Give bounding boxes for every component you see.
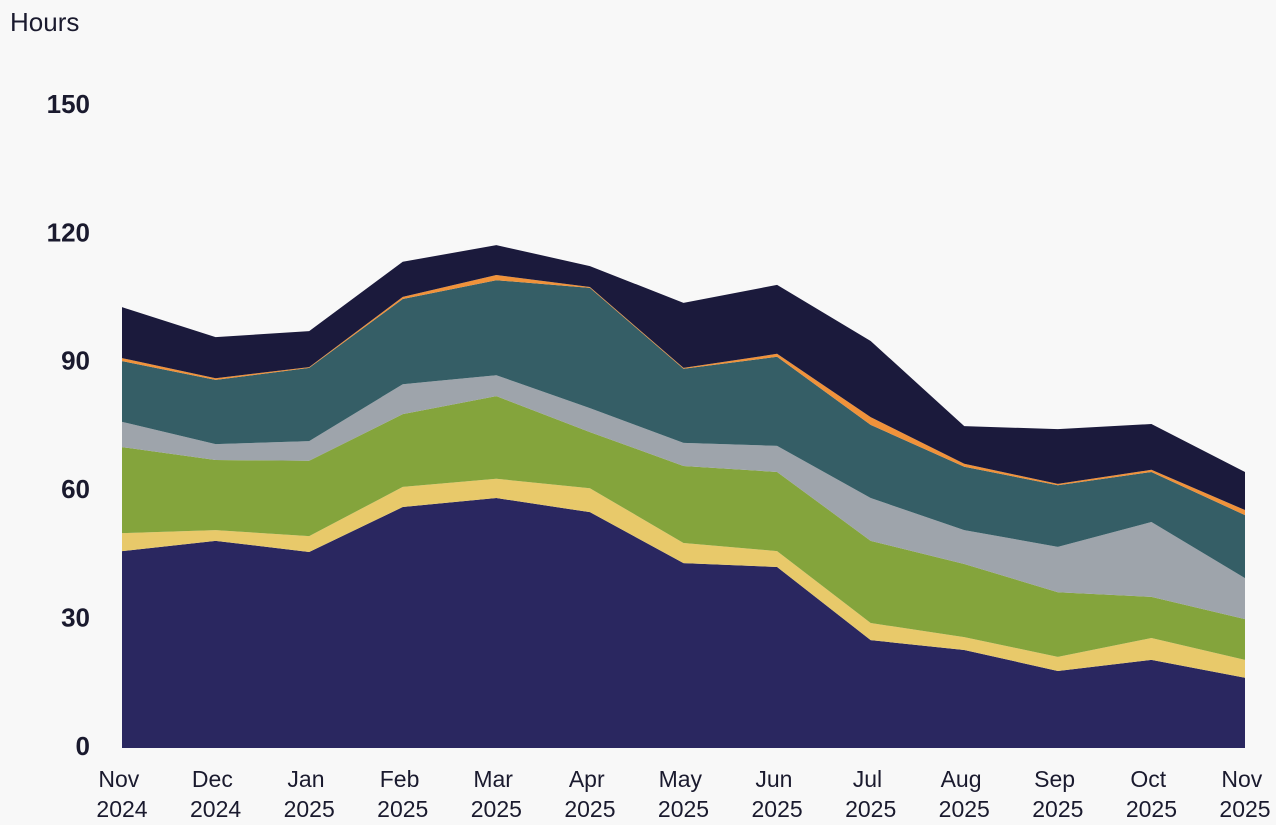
area [122,478,1245,678]
y-tick-label: 150 [47,89,90,119]
x-tick-label: Oct 2025 [1126,766,1177,822]
area [122,245,1245,511]
x-tick-label: May 2025 [658,766,709,822]
area [122,280,1245,579]
y-axis-label: Hours [10,7,79,37]
y-tick-label: 60 [61,474,90,504]
x-tick-label: Nov 2024 [96,766,147,822]
x-tick-label: Aug 2025 [939,766,990,822]
x-tick-label: Feb 2025 [377,766,428,822]
x-tick-label: Sep 2025 [1032,766,1083,822]
y-tick-label: 120 [47,217,90,247]
area [122,396,1245,660]
x-tick-label: Nov 2025 [1219,766,1270,822]
x-tick-label: Jul 2025 [845,766,896,822]
area [122,375,1245,620]
x-tick-label: Apr 2025 [564,766,615,822]
y-tick-label: 90 [61,346,90,376]
y-tick-label: 0 [76,731,90,761]
x-tick-label: Mar 2025 [471,766,522,822]
x-tick-label: Jun 2025 [751,766,802,822]
y-tick-label: 30 [61,602,90,632]
x-tick-label: Jan 2025 [284,766,335,822]
x-tick-label: Dec 2024 [190,766,241,822]
area [122,498,1245,748]
